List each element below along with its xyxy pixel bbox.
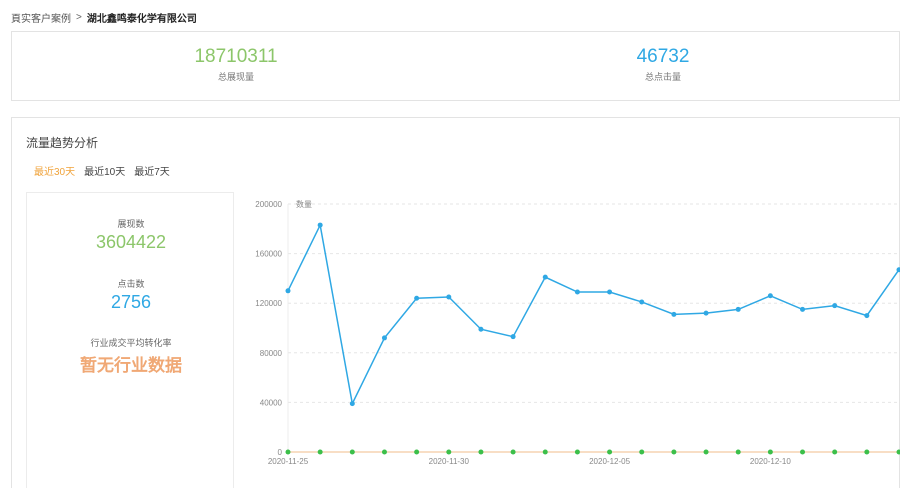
total-clicks-value: 46732 — [636, 46, 690, 67]
conversion-label: 行业成交平均转化率 — [90, 338, 172, 348]
clicks-point — [703, 449, 709, 455]
impressions-point — [896, 267, 900, 273]
clicks-point — [381, 449, 387, 455]
summary-card: 18710311 总展现量 46732 总点击量 — [11, 31, 900, 101]
x-tick-label: 2020-12-10 — [750, 457, 791, 466]
x-tick-label: 2020-11-30 — [429, 457, 470, 466]
impressions-point — [317, 222, 323, 228]
clicks-point — [800, 449, 806, 455]
clicks-metric: 点击数 2756 — [27, 277, 235, 313]
impressions-point — [414, 295, 420, 301]
y-tick-label: 40000 — [260, 398, 283, 407]
clicks-point — [896, 449, 900, 455]
x-tick-label: 2020-12-05 — [589, 457, 630, 466]
impressions-point — [864, 313, 870, 319]
impressions-point — [735, 306, 741, 312]
trend-title: 流量趋势分析 — [26, 136, 99, 150]
clicks-point — [639, 449, 645, 455]
impressions-value: 3604422 — [95, 232, 167, 252]
total-impressions-value: 18710311 — [194, 46, 278, 67]
impressions-point — [285, 288, 291, 294]
impressions-point — [607, 289, 613, 295]
impressions-point — [478, 326, 484, 332]
tab-last-10-days[interactable]: 最近10天 — [84, 167, 126, 178]
impressions-point — [381, 335, 387, 341]
total-clicks-stat: 46732 总点击量 — [563, 46, 763, 83]
impressions-point — [832, 303, 838, 309]
clicks-point — [317, 449, 323, 455]
impressions-point — [349, 401, 355, 407]
clicks-label: 点击数 — [117, 279, 145, 289]
breadcrumb-parent-link[interactable]: 頁实客户案例 — [11, 14, 71, 25]
y-tick-label: 160000 — [255, 250, 282, 259]
clicks-point — [542, 449, 548, 455]
clicks-point — [574, 449, 580, 455]
clicks-point — [607, 449, 613, 455]
impressions-label: 展现数 — [117, 219, 145, 229]
tab-last-7-days[interactable]: 最近7天 — [134, 167, 170, 178]
impressions-point — [574, 289, 580, 295]
clicks-point — [478, 449, 484, 455]
impressions-point — [542, 274, 548, 280]
impressions-point — [510, 334, 516, 340]
impressions-metric: 展现数 3604422 — [27, 217, 235, 253]
impressions-point — [639, 299, 645, 305]
clicks-point — [832, 449, 838, 455]
clicks-point — [767, 449, 773, 455]
impressions-point — [767, 293, 773, 299]
clicks-point — [446, 449, 452, 455]
trend-card: 流量趋势分析 最近30天 最近10天 最近7天 展现数 3604422 点击数 … — [11, 117, 900, 488]
clicks-point — [414, 449, 420, 455]
range-tabs: 最近30天 最近10天 最近7天 — [34, 163, 170, 178]
impressions-point — [800, 306, 806, 312]
metrics-panel: 展现数 3604422 点击数 2756 行业成交平均转化率 暂无行业数据 — [26, 192, 234, 488]
x-tick-label: 2020-11-25 — [268, 457, 309, 466]
clicks-point — [671, 449, 677, 455]
clicks-value: 2756 — [110, 292, 152, 312]
breadcrumb-current: 湖北鑫鸣泰化学有限公司 — [86, 14, 197, 25]
conversion-metric: 行业成交平均转化率 暂无行业数据 — [27, 336, 235, 376]
impressions-series-line — [287, 222, 900, 407]
impressions-point — [703, 310, 709, 316]
y-tick-label: 200000 — [255, 200, 282, 209]
impressions-point — [671, 311, 677, 317]
breadcrumb-separator: > — [76, 12, 82, 23]
total-impressions-stat: 18710311 总展现量 — [136, 46, 336, 83]
tab-last-30-days[interactable]: 最近30天 — [34, 167, 76, 178]
clicks-point — [510, 449, 516, 455]
breadcrumb: 頁实客户案例 > 湖北鑫鸣泰化学有限公司 — [11, 10, 197, 25]
clicks-point — [864, 449, 870, 455]
clicks-point — [285, 449, 291, 455]
clicks-point — [349, 449, 355, 455]
total-impressions-label: 总展现量 — [217, 72, 254, 82]
y-tick-label: 120000 — [255, 299, 282, 308]
clicks-point — [735, 449, 741, 455]
y-axis-title: 数量 — [296, 199, 312, 209]
y-tick-label: 80000 — [260, 349, 283, 358]
total-clicks-label: 总点击量 — [644, 72, 681, 82]
impressions-point — [446, 294, 452, 300]
y-tick-label: 0 — [278, 448, 283, 457]
traffic-trend-chart: 0 40000 80000 120000 160000 200000 数量 2020-11-2… — [255, 199, 900, 466]
conversion-value: 暂无行业数据 — [80, 356, 182, 375]
